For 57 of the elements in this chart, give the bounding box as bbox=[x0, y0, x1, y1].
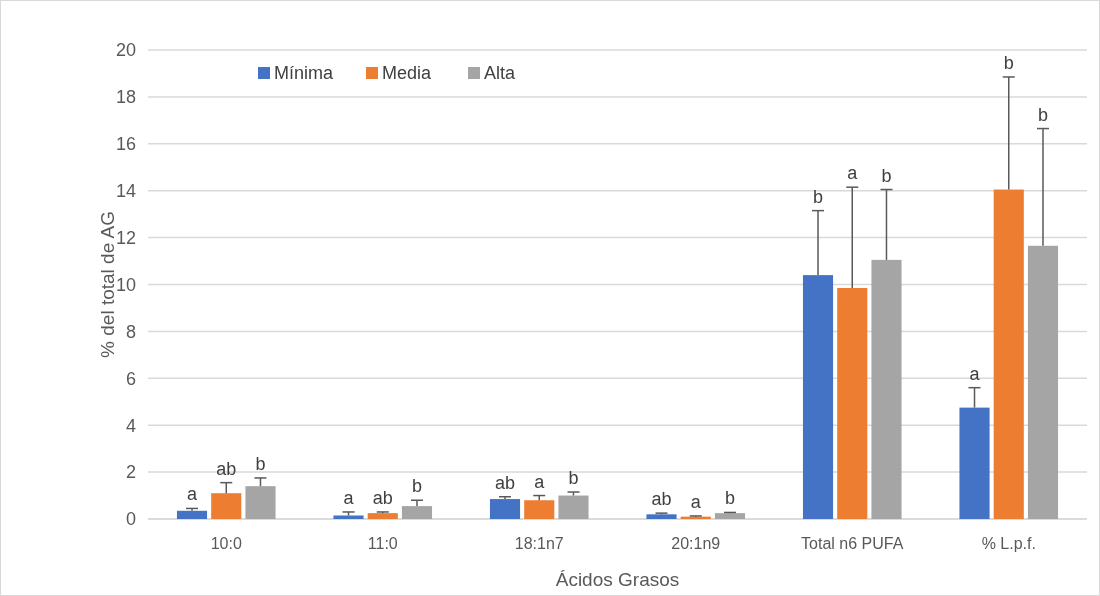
legend-label: Media bbox=[382, 63, 433, 84]
y-tick-label: 8 bbox=[125, 321, 136, 342]
annotation: b bbox=[813, 186, 824, 207]
y-tick-label: 6 bbox=[125, 368, 136, 389]
annotation: ab bbox=[495, 472, 516, 493]
y-tick-label: 2 bbox=[125, 462, 136, 483]
annotation: b bbox=[881, 165, 892, 186]
annotation: b bbox=[411, 476, 422, 497]
bar bbox=[993, 189, 1024, 519]
x-axis-title: Ácidos Grasos bbox=[555, 569, 680, 590]
legend-label: Mínima bbox=[274, 63, 334, 84]
bar bbox=[959, 407, 990, 519]
bar bbox=[837, 288, 868, 519]
annotation: b bbox=[1003, 52, 1014, 73]
bar bbox=[714, 513, 746, 519]
y-axis-title: % del total de AG bbox=[97, 211, 118, 358]
x-tick-label: 10:0 bbox=[210, 535, 242, 552]
annotation: b bbox=[568, 468, 579, 489]
annotation: ab bbox=[651, 489, 672, 510]
y-tick-label: 0 bbox=[125, 509, 136, 530]
x-tick-label: 20:1n9 bbox=[671, 535, 721, 552]
x-tick-label: 18:1n7 bbox=[514, 535, 564, 552]
bar bbox=[558, 495, 589, 519]
y-tick-label: 18 bbox=[115, 87, 136, 108]
annotation: b bbox=[255, 453, 266, 474]
bar bbox=[245, 486, 276, 519]
annotation: ab bbox=[216, 458, 237, 479]
annotation: a bbox=[187, 484, 199, 505]
annotation: ab bbox=[372, 487, 393, 508]
y-tick-label: 12 bbox=[115, 227, 136, 248]
bar bbox=[646, 514, 677, 519]
annotation: a bbox=[343, 487, 355, 508]
annotation: a bbox=[969, 363, 981, 384]
x-tick-label: 11:0 bbox=[367, 535, 398, 552]
bar bbox=[1027, 245, 1059, 519]
bar bbox=[802, 275, 834, 519]
bar bbox=[871, 259, 902, 519]
y-tick-label: 10 bbox=[115, 274, 136, 295]
annotation: a bbox=[534, 471, 546, 492]
annotation: b bbox=[724, 488, 735, 509]
bar bbox=[367, 513, 398, 519]
annotation: a bbox=[690, 491, 702, 512]
x-tick-label: % L.p.f. bbox=[981, 535, 1036, 552]
bar bbox=[211, 493, 242, 519]
y-tick-label: 14 bbox=[115, 181, 136, 201]
y-tick-label: 4 bbox=[125, 415, 136, 436]
annotation: b bbox=[1037, 104, 1048, 125]
legend-label: Alta bbox=[484, 63, 517, 84]
bar bbox=[176, 510, 208, 519]
bar bbox=[333, 515, 364, 519]
x-tick-label: Total n6 PUFA bbox=[801, 535, 904, 552]
bar bbox=[489, 499, 521, 519]
y-tick-label: 20 bbox=[115, 40, 136, 61]
y-tick-label: 16 bbox=[115, 134, 136, 155]
bar bbox=[401, 506, 433, 519]
bar bbox=[524, 500, 555, 519]
annotation: a bbox=[847, 163, 859, 184]
